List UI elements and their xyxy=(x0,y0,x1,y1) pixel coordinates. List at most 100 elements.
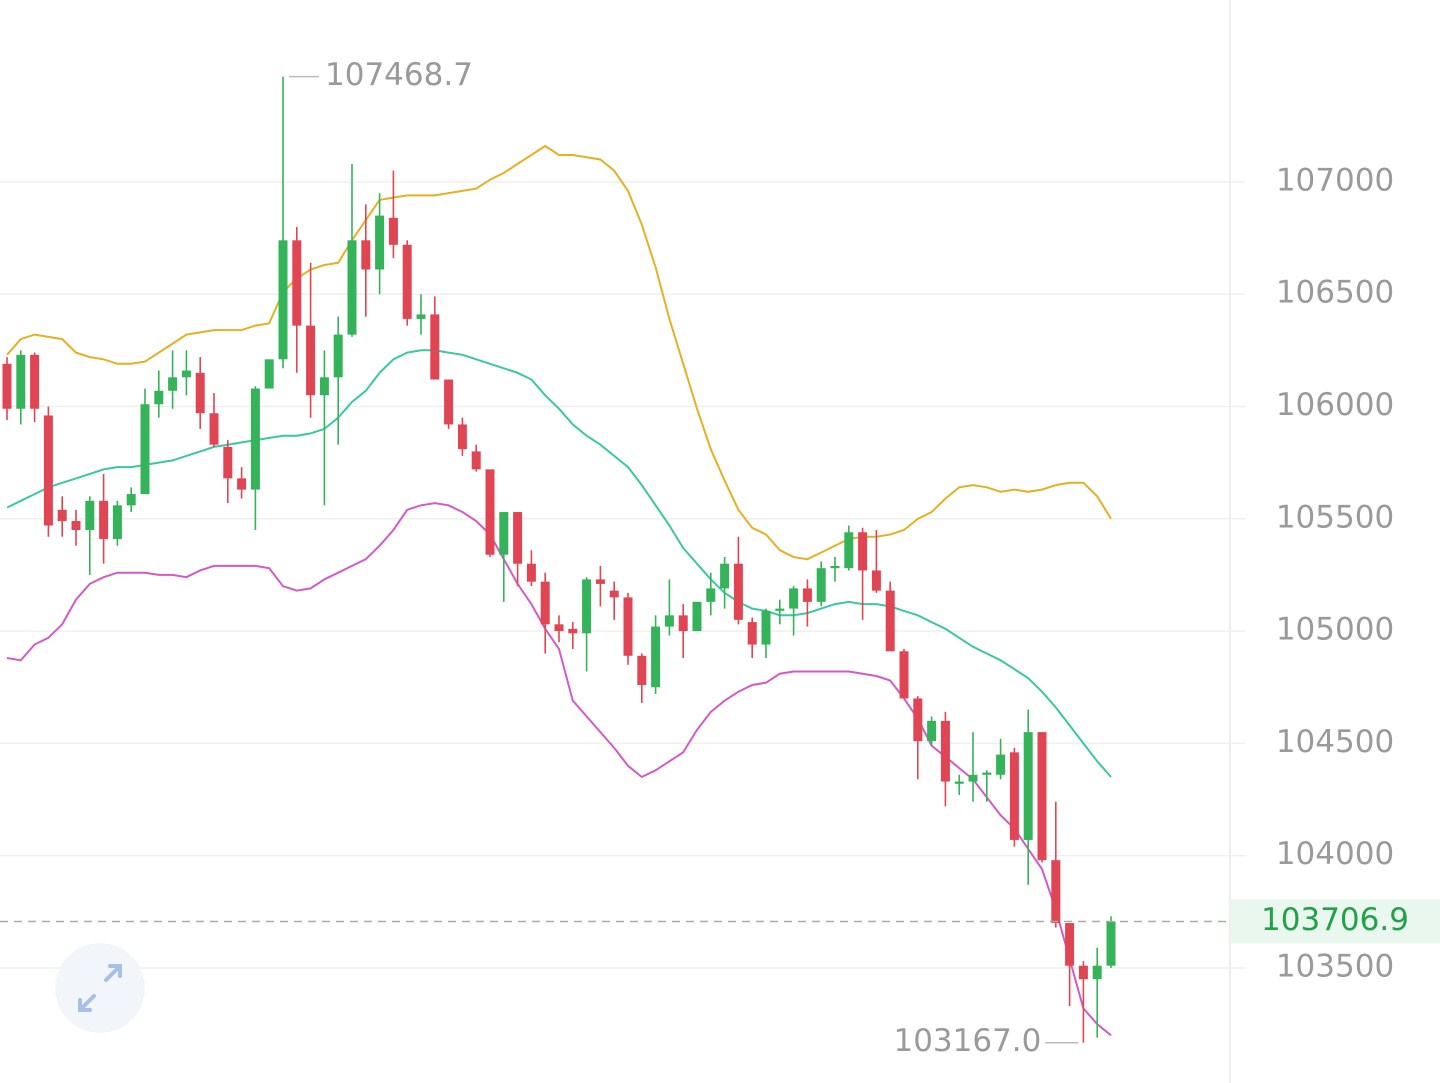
expand-icon xyxy=(78,964,122,1012)
candle-body xyxy=(209,413,219,445)
candle-body xyxy=(333,334,343,378)
candle-body xyxy=(16,354,26,409)
expand-bg xyxy=(55,943,145,1033)
last-price-label: 103706.9 xyxy=(1261,902,1409,938)
candle-body xyxy=(609,590,619,598)
candle-body xyxy=(99,500,109,539)
candle-body xyxy=(168,377,178,391)
candle-body xyxy=(471,451,481,470)
candle-body xyxy=(554,624,564,632)
grid: 103500 104000 104500 105000 105500 106000 1065… xyxy=(0,162,1394,984)
candle-body xyxy=(954,781,964,784)
candle-body xyxy=(568,628,578,634)
y-tick-label: 107000 xyxy=(1276,162,1394,198)
high-label: 107468.7 xyxy=(325,57,473,93)
candle-body xyxy=(71,521,81,531)
candle-body xyxy=(982,772,992,775)
candle-body xyxy=(885,590,895,652)
bands xyxy=(6,144,1112,1037)
candle-body xyxy=(816,568,826,602)
candle-body xyxy=(388,217,398,245)
candle-body xyxy=(416,314,426,319)
candle-body xyxy=(499,512,509,555)
candle-body xyxy=(154,390,164,405)
candle-body xyxy=(858,532,868,571)
candle-body xyxy=(1037,732,1047,861)
y-tick-label: 103500 xyxy=(1276,948,1394,984)
y-tick-label: 104500 xyxy=(1276,724,1394,760)
candle-body xyxy=(237,478,247,490)
band-line xyxy=(6,144,1112,561)
candle-body xyxy=(1051,860,1061,924)
y-tick-label: 105500 xyxy=(1276,499,1394,535)
candle-body xyxy=(181,370,191,378)
candle-body xyxy=(195,372,205,414)
candle-body xyxy=(899,651,909,699)
candle-body xyxy=(513,512,523,564)
y-tick-label: 106000 xyxy=(1276,387,1394,423)
candle-body xyxy=(250,388,260,490)
candle-body xyxy=(264,359,274,389)
candle-body xyxy=(1065,923,1075,966)
candle-body xyxy=(678,615,688,632)
candle-body xyxy=(2,363,12,409)
candle-body xyxy=(1106,921,1116,966)
low-label: 103167.0 xyxy=(893,1023,1041,1059)
candle-body xyxy=(292,240,302,326)
y-tick-label: 104000 xyxy=(1276,836,1394,872)
candle-body xyxy=(830,565,840,569)
y-tick-label: 106500 xyxy=(1276,275,1394,311)
candle-body xyxy=(651,626,661,688)
candle-body xyxy=(595,579,605,584)
candle-body xyxy=(402,244,412,319)
candle-body xyxy=(347,240,357,335)
candles xyxy=(2,76,1116,1043)
candle-body xyxy=(913,698,923,742)
candle-body xyxy=(789,588,799,609)
candle-body xyxy=(485,469,495,555)
candle-body xyxy=(140,404,150,495)
candle-body xyxy=(775,608,785,611)
candle-body xyxy=(375,215,385,270)
candle-body xyxy=(278,240,288,360)
band-line xyxy=(6,502,1112,1037)
candle-body xyxy=(802,588,812,602)
candle-body xyxy=(430,314,440,380)
candle-body xyxy=(112,505,122,539)
candle-body xyxy=(319,377,329,396)
candle-body xyxy=(871,570,881,591)
candle-body xyxy=(1092,965,1102,980)
candle-body xyxy=(306,325,316,396)
candle-body xyxy=(30,354,40,409)
candle-body xyxy=(637,655,647,685)
candle-body xyxy=(457,424,467,450)
candle-body xyxy=(692,601,702,632)
candle-body xyxy=(664,615,674,627)
expand-button[interactable] xyxy=(55,943,145,1033)
last-price-box xyxy=(1230,899,1440,944)
candle-body xyxy=(1078,965,1088,980)
candle-body xyxy=(706,588,716,602)
candle-body xyxy=(844,532,854,569)
candle-body xyxy=(540,581,550,625)
candle-body xyxy=(361,240,371,270)
candle-body xyxy=(582,579,592,634)
candle-body xyxy=(968,774,978,782)
candle-body xyxy=(733,563,743,620)
candle-body xyxy=(526,563,536,582)
candle-body xyxy=(1009,752,1019,840)
candle-body xyxy=(996,754,1006,775)
candle-body xyxy=(747,622,757,645)
candle-body xyxy=(761,610,771,645)
band-line xyxy=(6,349,1112,778)
y-tick-label: 105000 xyxy=(1276,612,1394,648)
candle-body xyxy=(57,509,67,522)
candle-body xyxy=(940,720,950,782)
candle-body xyxy=(444,379,454,425)
candle-body xyxy=(623,597,633,656)
candle-body xyxy=(43,415,53,526)
candle-body xyxy=(126,494,136,506)
candle-body xyxy=(223,446,233,479)
